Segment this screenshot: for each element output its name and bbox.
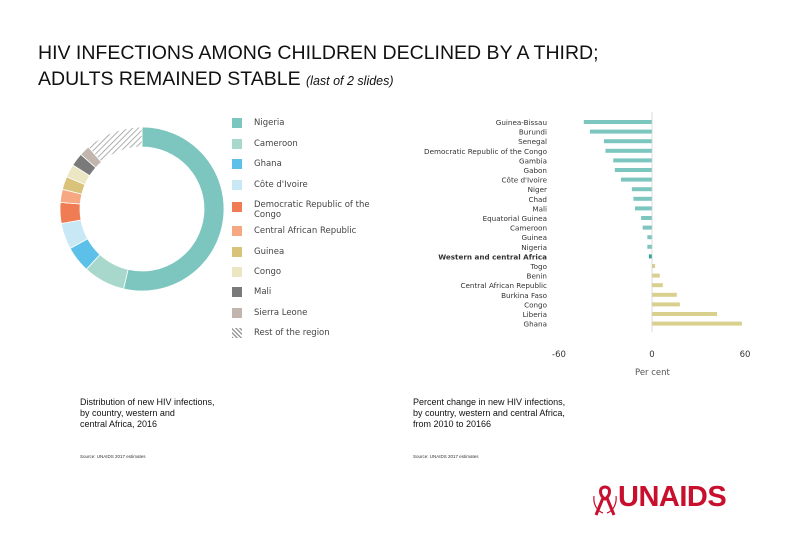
bar-ghana [652,321,742,326]
bar-nigeria [647,244,652,249]
legend-label: Côte d'Ivoire [254,180,308,190]
title-line-2: ADULTS REMAINED STABLE [38,68,301,90]
legend-swatch [232,267,242,277]
donut-chart [59,126,225,292]
bar-mali [634,206,652,211]
bar-senegal [603,139,652,144]
bar-label-togo: Togo [529,262,547,271]
right-source: Source: UNAIDS 2017 estimates [413,454,479,459]
bar-label-chad: Chad [528,195,547,204]
legend-label: Ghana [254,159,282,169]
bar-label-western-and-central-africa: Western and central Africa [438,252,547,261]
left-caption: Distribution of new HIV infections, by c… [80,397,215,430]
bar-label-burkina-faso: Burkina Faso [501,291,547,300]
x-tick-label: 0 [649,350,654,360]
legend-label: Guinea [254,247,285,257]
legend-swatch [232,247,242,257]
bar-label-central-african-republic: Central African Republic [460,281,547,290]
bar-label-congo: Congo [524,300,547,309]
bar-label-niger: Niger [528,185,547,194]
legend-label: Sierra Leone [254,308,308,318]
bar-congo [652,302,680,307]
left-caption-line: by country, western and [80,408,175,418]
legend-label: Democratic Republic of the Congo [254,200,370,220]
title-line-1: HIV INFECTIONS AMONG CHILDREN DECLINED B… [38,42,599,64]
legend-swatch [232,139,242,149]
donut-slice-democratic-republic-of-the-congo [59,201,82,224]
bar-niger [631,187,652,192]
left-caption-line: central Africa, 2016 [80,419,158,429]
legend-label: Cameroon [254,139,298,149]
legend-label: Central African Republic [254,226,357,236]
bar-label-liberia: Liberia [523,310,547,319]
x-tick-label: 60 [740,350,751,360]
bar-guinea [647,235,652,240]
right-caption-line: by country, western and central Africa, [413,408,565,418]
bar-equatorial-guinea [641,216,652,220]
legend-label: Congo [254,267,282,277]
legend-swatch [232,118,242,128]
legend-label: Nigeria [254,118,285,128]
bar-label-nigeria: Nigeria [521,243,547,252]
bar-label-senegal: Senegal [518,137,547,146]
legend-swatch [232,328,242,338]
bar-label-gabon: Gabon [524,166,548,175]
bar-liberia [652,312,718,316]
x-tick-label: -60 [552,350,566,360]
bar-democratic-republic-of-the-congo [605,148,652,153]
bar-label-equatorial-guinea: Equatorial Guinea [483,214,547,223]
bar-gambia [613,158,652,163]
legend-swatch [232,202,242,212]
unaids-ribbon-icon [593,485,617,516]
right-caption-line: Percent change in new HIV infections, [413,397,566,407]
donut-slice-nigeria [123,126,225,292]
legend-swatch [232,287,242,297]
unaids-logo-text: UNAIDS [618,481,727,513]
title-note: (last of 2 slides) [306,74,394,88]
bar-label-gambia: Gambia [519,156,547,165]
legend-swatch [232,226,242,236]
bar-label-guinea-bissau: Guinea-Bissau [496,118,547,127]
bar-label-ghana: Ghana [524,320,548,329]
bar-label-benin: Benin [527,272,547,281]
right-caption: Percent change in new HIV infections, by… [413,397,565,430]
bar-label-mali: Mali [532,204,547,213]
bar-central-african-republic [652,283,663,288]
bar-label-guinea: Guinea [521,233,547,242]
bar-togo [652,264,656,268]
legend-swatch [232,180,242,190]
legend-label: Mali [254,287,272,297]
right-caption-line: from 2010 to 20166 [413,419,492,429]
bar-label-burundi: Burundi [519,128,547,137]
bar-burkina-faso [652,292,677,297]
bar-chad [633,196,652,201]
left-caption-line: Distribution of new HIV infections, [80,397,215,407]
bar-label-democratic-republic-of-the-congo: Democratic Republic of the Congo [424,147,547,156]
legend-label: Rest of the region [254,328,330,338]
bar-label-c-te-d-ivoire: Côte d'Ivoire [502,176,548,185]
slide-title: HIV INFECTIONS AMONG CHILDREN DECLINED B… [38,40,778,94]
bar-guinea-bissau [583,120,652,124]
bar-benin [652,273,660,278]
bar-gabon [614,168,652,172]
legend-swatch [232,308,242,318]
bar-burundi [590,129,652,134]
bar-western-and-central-africa [648,254,652,259]
bar-cameroon [642,225,652,230]
legend-swatch [232,159,242,169]
x-axis-label: Per cent [635,368,671,378]
donut-slice-rest-of-the-region [87,126,143,163]
left-source: Source: UNAIDS 2017 estimates [80,454,146,459]
bar-label-cameroon: Cameroon [510,224,547,233]
bar-c-te-d-ivoire [621,177,652,182]
